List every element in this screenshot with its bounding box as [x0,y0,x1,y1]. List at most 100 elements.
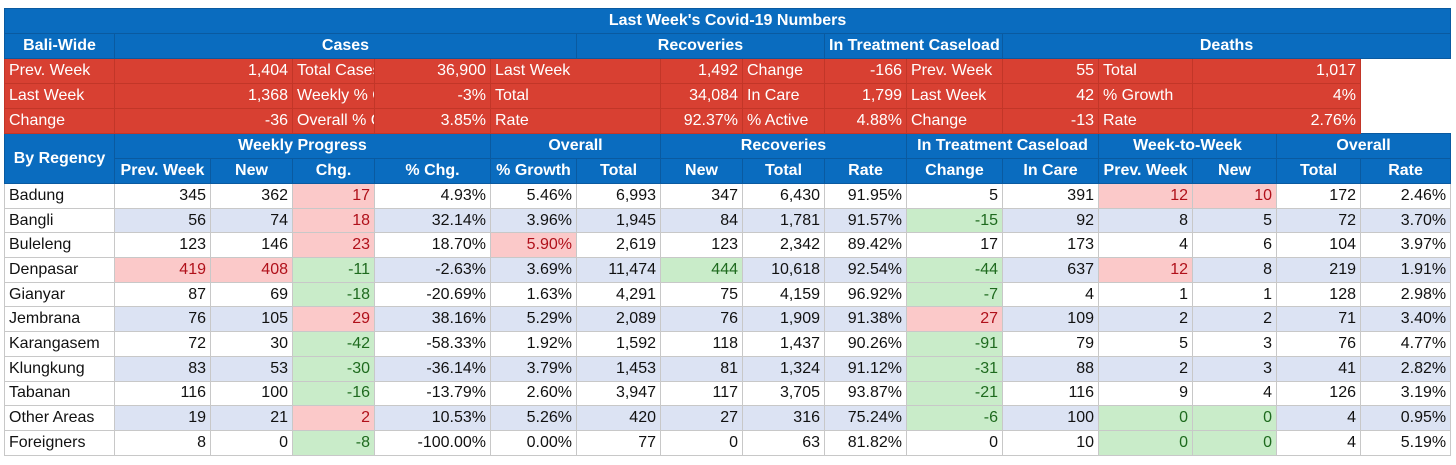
table-cell: 18 [292,207,375,234]
bali-wide-rows: Prev. Week 1,404 Total Cases 36,900 Last Wee… [4,58,1451,134]
table-cell: 116 [1002,380,1099,407]
cases-total-label: Total Cases [292,58,375,84]
table-cell: 0 [1192,405,1277,431]
table-row: Klungkung 83 53 -30 -36.14% 3.79% 1,453 81 1,324… [4,355,1452,382]
column-header: In Care [1002,158,1099,184]
table-cell: 1,437 [742,331,825,357]
table-cell: -18 [292,281,375,308]
table-cell: 1.92% [490,331,577,357]
table-cell: 76 [1276,331,1361,357]
table-cell: 1,453 [576,355,661,382]
table-cell: 2.60% [490,380,577,407]
table-cell: 0.00% [490,429,577,456]
column-header: Rate [824,158,907,184]
table-cell: 30 [210,331,293,357]
column-header: Change [906,158,1003,184]
table-cell: 3.70% [1359,207,1452,234]
table-cell: 4.93% [374,183,491,209]
table-cell: 27 [906,306,1003,333]
cases-stat-label: Last Week [4,83,115,109]
column-header: % Chg. [374,158,491,184]
table-cell: 2.82% [1359,355,1452,382]
regency-column-header-row: Prev. Week New Chg.% Chg.% Growth Total New T… [5,158,1452,184]
table-cell: 408 [210,257,293,283]
table-cell: 116 [114,380,211,407]
regency-name: Klungkung [4,355,115,382]
table-cell: 347 [660,183,743,209]
table-cell: 32.14% [374,207,491,234]
table-cell: 316 [742,405,825,431]
table-cell: 2 [1192,306,1277,333]
deaths-overall-header: Overall [1275,133,1452,159]
table-cell: 4 [1276,405,1361,431]
overall-cases-header: Overall [490,133,661,159]
weekly-progress-header: Weekly Progress [114,133,491,159]
table-cell: 4 [1002,281,1099,308]
table-cell: 10 [1002,429,1099,456]
table-cell: 5.46% [490,183,577,209]
table-cell: 63 [742,429,825,456]
table-cell: 2,342 [742,232,825,259]
table-cell: 75.24% [824,405,907,431]
recoveries-stat-label: Last Week [490,58,661,84]
table-cell: 87 [114,281,211,308]
table-cell: 4.77% [1359,331,1452,357]
table-cell: 2 [1098,306,1193,333]
recoveries-stat-value: 34,084 [660,83,743,109]
regency-name: Buleleng [4,232,115,259]
table-cell: 0 [1098,429,1193,456]
column-header: Chg. [292,158,375,184]
recoveries-header: Recoveries [576,33,825,59]
table-cell: 1 [1098,281,1193,308]
table-cell: 123 [114,232,211,259]
table-cell: -13.79% [374,380,491,407]
deaths-stat-label: Last Week [906,83,1003,109]
regency-name: Jembrana [4,306,115,333]
treatment-stat-value: 1,799 [824,83,907,109]
table-cell: 2,619 [576,232,661,259]
table-cell: -91 [906,331,1003,357]
covid-table-sheet: Last Week's Covid-19 Numbers Bali-Wide C… [3,8,1452,456]
table-cell: 3.79% [490,355,577,382]
table-cell: 100 [1002,405,1099,431]
column-header: New [1192,158,1277,184]
table-cell: 5 [1192,207,1277,234]
regency-name: Denpasar [4,257,115,283]
regency-group-header-row: By Regency Weekly Progress Overall Recov… [4,133,1452,184]
table-cell: -2.63% [374,257,491,283]
table-cell: 3.40% [1359,306,1452,333]
table-cell: 79 [1002,331,1099,357]
table-cell: 0 [1192,429,1277,456]
table-cell: 6 [1192,232,1277,259]
table-cell: 72 [114,331,211,357]
table-cell: 76 [660,306,743,333]
table-row: Buleleng 123 146 23 18.70% 5.90% 2,619 123 2,342… [4,232,1452,259]
deaths-total-label: Total [1098,58,1193,84]
table-cell: 444 [660,257,743,283]
table-cell: -30 [292,355,375,382]
cases-header: Cases [114,33,577,59]
regency-name: Foreigners [4,429,115,456]
table-cell: 1,781 [742,207,825,234]
table-cell: 23 [292,232,375,259]
table-cell: 2 [1098,355,1193,382]
table-cell: 117 [660,380,743,407]
table-cell: 0 [1098,405,1193,431]
table-cell: 27 [660,405,743,431]
cases-total-value: 36,900 [374,58,491,84]
table-cell: 3,705 [742,380,825,407]
table-cell: 146 [210,232,293,259]
table-cell: -44 [906,257,1003,283]
table-cell: 5.26% [490,405,577,431]
table-cell: -6 [906,405,1003,431]
column-header: % Growth [490,158,577,184]
deaths-stat-label: Prev. Week [906,58,1003,84]
table-cell: 1.91% [1359,257,1452,283]
column-header: Prev. Week [1098,158,1193,184]
cases-total-label: Overall % Growth [292,108,375,134]
table-row: Foreigners 8 0 -8 -100.00% 0.00% 77 0 63 81.82% 0 1… [4,429,1452,456]
table-cell: 10,618 [742,257,825,283]
bali-wide-header-row: Bali-Wide Cases Recoveries In Treatment … [4,33,1452,59]
table-cell: 1,909 [742,306,825,333]
